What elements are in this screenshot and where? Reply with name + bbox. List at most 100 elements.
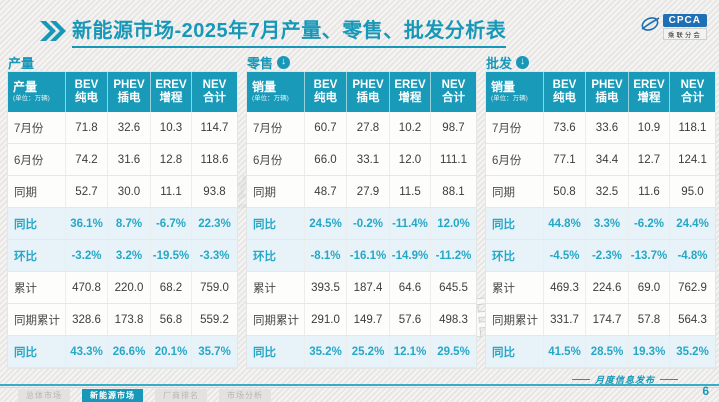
column-header: PHEV 插电 <box>586 72 629 112</box>
value-cell: 19.3% <box>629 336 670 367</box>
divider <box>0 384 719 386</box>
row-label: 7月份 <box>247 112 305 143</box>
value-cell: 69.0 <box>629 272 670 303</box>
table-row: 同比 24.5% -0.2% -11.4% 12.0% <box>247 208 476 240</box>
value-cell: 393.5 <box>305 272 347 303</box>
value-cell: 25.2% <box>347 336 390 367</box>
table-row: 累计 393.5 187.4 64.6 645.5 <box>247 272 476 304</box>
value-cell: 498.3 <box>439 313 468 326</box>
value-cell: -16.1% <box>347 240 390 271</box>
table-header-row: 销量 (单位：万辆) BEV 纯电 PHEV 插电 EREV 增程 NEV 合计 <box>486 72 715 112</box>
tab-总体市场[interactable]: 总体市场 <box>18 389 70 402</box>
column-header: EREV 增程 <box>390 72 431 112</box>
value-cell: 759.0 <box>200 281 229 294</box>
table-section-批发: 批发 ↓ 销量 (单位：万辆) BEV 纯电 PHEV 插电 EREV 增程 NEV 合计 7月份 73.… <box>486 54 715 368</box>
column-header: NEV 合计 <box>670 72 715 112</box>
column-header: PHEV 插电 <box>347 72 390 112</box>
value-cell: 64.6 <box>390 272 431 303</box>
value-cell: 77.1 <box>544 144 586 175</box>
value-cell: 187.4 <box>347 272 390 303</box>
value-cell: 559.2 <box>200 313 229 326</box>
row-label: 7月份 <box>486 112 544 143</box>
value-cell: 57.8 <box>629 304 670 335</box>
value-cell: 762.9 <box>678 281 707 294</box>
row-label: 累计 <box>8 272 66 303</box>
row-label: 累计 <box>486 272 544 303</box>
divider <box>571 379 590 380</box>
value-cell: -2.3% <box>586 240 629 271</box>
globe-swoosh-icon <box>641 17 660 31</box>
value-cell: 68.2 <box>151 272 192 303</box>
double-chevron-icon <box>40 21 66 41</box>
value-cell: 3.2% <box>108 240 151 271</box>
table-row: 6月份 74.2 31.6 12.8 118.6 <box>8 144 237 176</box>
cpca-logo: CPCA 乘联分会 <box>639 14 707 40</box>
tab-新能源市场[interactable]: 新能源市场 <box>82 389 143 402</box>
value-cell: 98.7 <box>442 121 465 134</box>
value-cell: 149.7 <box>347 304 390 335</box>
table-row: 6月份 77.1 34.4 12.7 124.1 <box>486 144 715 176</box>
table-corner-cell: 销量 (单位：万辆) <box>486 72 544 112</box>
value-cell: 118.6 <box>200 153 229 166</box>
value-cell: 29.5% <box>437 345 470 358</box>
row-label: 同期 <box>8 176 66 207</box>
table-row: 环比 -4.5% -2.3% -13.7% -4.8% <box>486 240 715 272</box>
page-title: 新能源市场-2025年7月产量、零售、批发分析表 <box>72 14 507 48</box>
section-header: 零售 ↓ <box>247 54 476 71</box>
tab-厂商排名[interactable]: 厂商排名 <box>155 389 207 402</box>
value-cell: -11.2% <box>435 249 472 262</box>
table-row: 同比 35.2% 25.2% 12.1% 29.5% <box>247 336 476 368</box>
column-header: NEV 合计 <box>431 72 476 112</box>
divider <box>0 387 719 388</box>
value-cell: 645.5 <box>439 281 468 294</box>
value-cell: 56.8 <box>151 304 192 335</box>
value-cell: 10.9 <box>629 112 670 143</box>
row-label: 6月份 <box>486 144 544 175</box>
value-cell: 114.7 <box>200 121 229 134</box>
tab-市场分析[interactable]: 市场分析 <box>219 389 271 402</box>
value-cell: 224.6 <box>586 272 629 303</box>
column-header: BEV 纯电 <box>544 72 586 112</box>
table-header-row: 销量 (单位：万辆) BEV 纯电 PHEV 插电 EREV 增程 NEV 合计 <box>247 72 476 112</box>
value-cell: 12.8 <box>151 144 192 175</box>
value-cell: -6.7% <box>151 208 192 239</box>
row-label: 累计 <box>247 272 305 303</box>
value-cell: 11.6 <box>629 176 670 207</box>
table-row: 同期 48.7 27.9 11.5 88.1 <box>247 176 476 208</box>
table-corner-cell: 销量 (单位：万辆) <box>247 72 305 112</box>
value-cell: 24.5% <box>305 208 347 239</box>
value-cell: -8.1% <box>305 240 347 271</box>
row-label: 7月份 <box>8 112 66 143</box>
table-row: 7月份 60.7 27.8 10.2 98.7 <box>247 112 476 144</box>
value-cell: 31.6 <box>108 144 151 175</box>
value-cell: 93.8 <box>203 185 226 198</box>
table-header-row: 产量 (单位：万辆) BEV 纯电 PHEV 插电 EREV 增程 NEV 合计 <box>8 72 237 112</box>
value-cell: 8.7% <box>108 208 151 239</box>
value-cell: -6.2% <box>629 208 670 239</box>
release-label-row: 月度信息发布 <box>567 373 683 386</box>
value-cell: 41.5% <box>544 336 586 367</box>
table-row: 同期累计 291.0 149.7 57.6 498.3 <box>247 304 476 336</box>
value-cell: 11.5 <box>390 176 431 207</box>
value-cell: 43.3% <box>66 336 108 367</box>
bottom-tab-bar: 总体市场 新能源市场 厂商排名 市场分析 <box>18 389 271 402</box>
value-cell: 470.8 <box>66 272 108 303</box>
section-header: 批发 ↓ <box>486 54 715 71</box>
row-label: 同比 <box>247 336 305 367</box>
row-label: 同期累计 <box>247 304 305 335</box>
value-cell: 331.7 <box>544 304 586 335</box>
table-row: 累计 469.3 224.6 69.0 762.9 <box>486 272 715 304</box>
table-row: 7月份 73.6 33.6 10.9 118.1 <box>486 112 715 144</box>
table-row: 同期 50.8 32.5 11.6 95.0 <box>486 176 715 208</box>
table-row: 同比 36.1% 8.7% -6.7% 22.3% <box>8 208 237 240</box>
value-cell: -4.5% <box>544 240 586 271</box>
value-cell: -11.4% <box>390 208 431 239</box>
value-cell: 12.1% <box>390 336 431 367</box>
row-label: 同比 <box>247 208 305 239</box>
row-label: 同比 <box>486 336 544 367</box>
value-cell: 52.7 <box>66 176 108 207</box>
value-cell: 33.6 <box>586 112 629 143</box>
value-cell: 48.7 <box>305 176 347 207</box>
table-row: 环比 -8.1% -16.1% -14.9% -11.2% <box>247 240 476 272</box>
value-cell: 118.1 <box>678 121 707 134</box>
